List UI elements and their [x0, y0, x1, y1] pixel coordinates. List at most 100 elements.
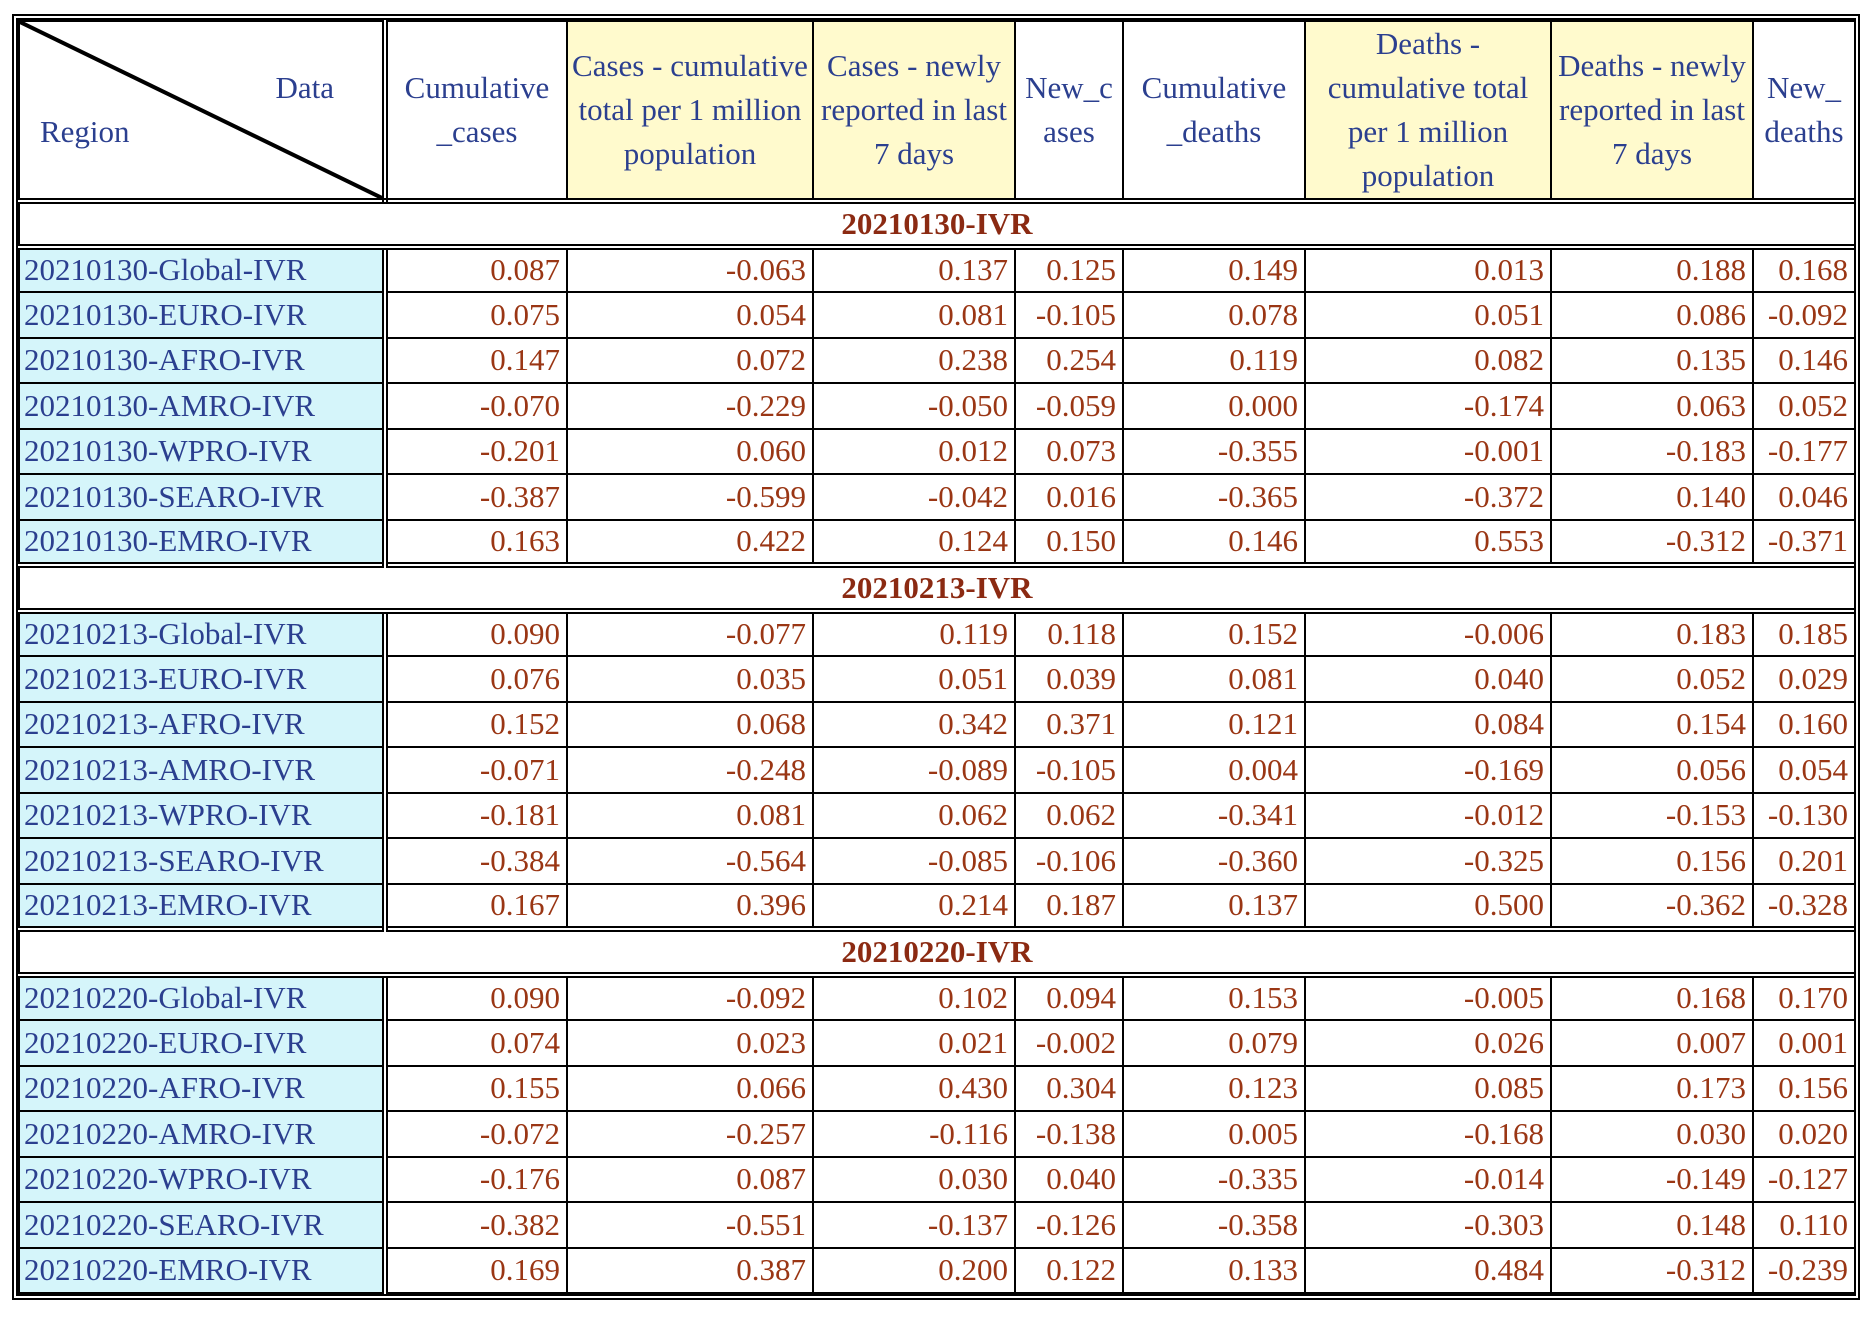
diagonal-divider [20, 22, 382, 198]
value-cell: -0.229 [566, 382, 814, 430]
column-header: Cumulative _deaths [1122, 20, 1306, 204]
value-cell: 0.013 [1304, 245, 1552, 293]
value-cell: 0.160 [1752, 700, 1856, 748]
value-cell: -0.149 [1550, 1155, 1754, 1203]
group-title: 20210220-IVR [18, 926, 1856, 978]
value-cell: 0.149 [1122, 245, 1306, 293]
region-cell: 20210213-WPRO-IVR [18, 791, 388, 839]
value-cell: -0.358 [1122, 1201, 1306, 1249]
region-cell: 20210213-Global-IVR [18, 609, 388, 657]
value-cell: 0.026 [1304, 1019, 1552, 1067]
value-cell: 0.422 [566, 518, 814, 566]
region-cell: 20210220-AFRO-IVR [18, 1064, 388, 1112]
value-cell: -0.130 [1752, 791, 1856, 839]
value-cell: -0.372 [1304, 473, 1552, 521]
value-cell: 0.152 [1122, 609, 1306, 657]
value-cell: 0.169 [384, 1246, 568, 1294]
column-header: Cases - newly reported in last 7 days [812, 20, 1016, 204]
corner-header: Data Region [18, 20, 388, 204]
value-cell: -0.382 [384, 1201, 568, 1249]
value-cell: 0.082 [1304, 336, 1552, 384]
value-cell: 0.078 [1122, 291, 1306, 339]
value-cell: 0.084 [1304, 700, 1552, 748]
value-cell: 0.118 [1014, 609, 1124, 657]
column-header: Deaths - newly reported in last 7 days [1550, 20, 1754, 204]
value-cell: -0.248 [566, 746, 814, 794]
table-row: 20210213-SEARO-IVR -0.384 -0.564 -0.085 -0.1… [18, 837, 1856, 885]
value-cell: 0.074 [384, 1019, 568, 1067]
region-cell: 20210220-EURO-IVR [18, 1019, 388, 1067]
value-cell: -0.105 [1014, 291, 1124, 339]
value-cell: 0.500 [1304, 882, 1552, 930]
value-cell: -0.106 [1014, 837, 1124, 885]
value-cell: 0.484 [1304, 1246, 1552, 1294]
value-cell: -0.177 [1752, 427, 1856, 475]
value-cell: 0.075 [384, 291, 568, 339]
value-cell: 0.060 [566, 427, 814, 475]
table-row: 20210213-Global-IVR 0.090 -0.077 0.119 0.118… [18, 609, 1856, 657]
value-cell: 0.062 [1014, 791, 1124, 839]
column-header: Cases - cumulative total per 1 million p… [566, 20, 814, 204]
table-row: 20210213-EURO-IVR 0.076 0.035 0.051 0.039 0.0… [18, 655, 1856, 703]
value-cell: 0.430 [812, 1064, 1016, 1112]
value-cell: 0.054 [566, 291, 814, 339]
value-cell: 0.021 [812, 1019, 1016, 1067]
region-cell: 20210213-EMRO-IVR [18, 882, 388, 930]
value-cell: 0.056 [1550, 746, 1754, 794]
value-cell: -0.335 [1122, 1155, 1306, 1203]
table-row: 20210220-Global-IVR 0.090 -0.092 0.102 0.094… [18, 973, 1856, 1021]
value-cell: 0.146 [1752, 336, 1856, 384]
table-row: 20210220-EURO-IVR 0.074 0.023 0.021 -0.002 0.… [18, 1019, 1856, 1067]
value-cell: -0.153 [1550, 791, 1754, 839]
value-cell: -0.360 [1122, 837, 1306, 885]
value-cell: 0.079 [1122, 1019, 1306, 1067]
table-row: 20210220-SEARO-IVR -0.382 -0.551 -0.137 -0.1… [18, 1201, 1856, 1249]
value-cell: 0.076 [384, 655, 568, 703]
region-cell: 20210213-AFRO-IVR [18, 700, 388, 748]
value-cell: -0.077 [566, 609, 814, 657]
value-cell: -0.239 [1752, 1246, 1856, 1294]
value-cell: 0.051 [1304, 291, 1552, 339]
value-cell: 0.185 [1752, 609, 1856, 657]
value-cell: 0.214 [812, 882, 1016, 930]
value-cell: 0.087 [566, 1155, 814, 1203]
region-cell: 20210130-EURO-IVR [18, 291, 388, 339]
group-title: 20210213-IVR [18, 562, 1856, 614]
value-cell: 0.073 [1014, 427, 1124, 475]
value-cell: -0.312 [1550, 1246, 1754, 1294]
value-cell: 0.023 [566, 1019, 814, 1067]
value-cell: 0.094 [1014, 973, 1124, 1021]
value-cell: 0.085 [1304, 1064, 1552, 1112]
region-cell: 20210213-SEARO-IVR [18, 837, 388, 885]
group-header-row: 20210220-IVR [18, 926, 1856, 978]
value-cell: 0.133 [1122, 1246, 1306, 1294]
value-cell: -0.005 [1304, 973, 1552, 1021]
value-cell: 0.110 [1752, 1201, 1856, 1249]
value-cell: 0.052 [1550, 655, 1754, 703]
region-cell: 20210220-AMRO-IVR [18, 1110, 388, 1158]
value-cell: -0.341 [1122, 791, 1306, 839]
value-cell: 0.016 [1014, 473, 1124, 521]
value-cell: 0.168 [1752, 245, 1856, 293]
value-cell: 0.020 [1752, 1110, 1856, 1158]
value-cell: 0.201 [1752, 837, 1856, 885]
value-cell: -0.092 [566, 973, 814, 1021]
value-cell: -0.042 [812, 473, 1016, 521]
table-row: 20210130-AMRO-IVR -0.070 -0.229 -0.050 -0.05… [18, 382, 1856, 430]
value-cell: -0.169 [1304, 746, 1552, 794]
region-cell: 20210130-SEARO-IVR [18, 473, 388, 521]
group-title: 20210130-IVR [18, 198, 1856, 250]
region-cell: 20210130-Global-IVR [18, 245, 388, 293]
value-cell: 0.183 [1550, 609, 1754, 657]
value-cell: -0.126 [1014, 1201, 1124, 1249]
value-cell: -0.085 [812, 837, 1016, 885]
value-cell: 0.188 [1550, 245, 1754, 293]
value-cell: -0.138 [1014, 1110, 1124, 1158]
value-cell: 0.090 [384, 609, 568, 657]
value-cell: 0.304 [1014, 1064, 1124, 1112]
value-cell: -0.599 [566, 473, 814, 521]
value-cell: -0.365 [1122, 473, 1306, 521]
value-cell: 0.135 [1550, 336, 1754, 384]
corner-region-label: Region [40, 114, 130, 149]
region-cell: 20210220-WPRO-IVR [18, 1155, 388, 1203]
